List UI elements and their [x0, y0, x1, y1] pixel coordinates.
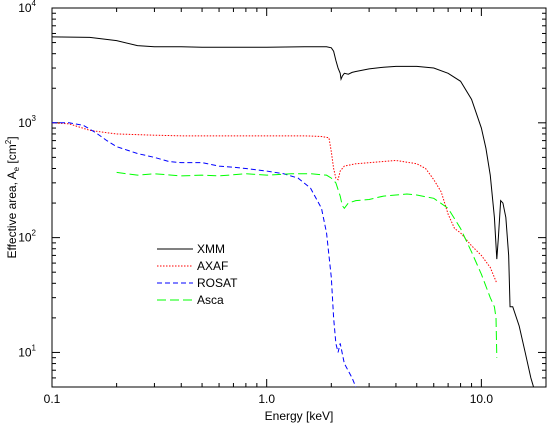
legend: XMM AXAF ROSAT Asca	[157, 242, 238, 307]
y-tick-label: 104	[18, 0, 36, 15]
y-tick-label-exponent: 4	[32, 0, 37, 8]
y-axis-title-subscript: e	[12, 166, 21, 171]
x-tick-label: 10.0	[470, 392, 494, 406]
legend-label-axaf: AXAF	[197, 259, 228, 273]
y-tick-label: 101	[18, 343, 36, 359]
series-layer	[51, 36, 535, 388]
y-tick-label-exponent: 2	[32, 229, 37, 238]
tick-marks	[51, 7, 547, 388]
tick-labels: 0.1 1.0 10.0 101 102 103 104	[18, 0, 493, 406]
series-line-axaf	[51, 122, 498, 284]
x-axis-title: Energy [keV]	[265, 409, 334, 423]
y-tick-label-exponent: 1	[32, 343, 37, 352]
legend-label-asca: Asca	[197, 293, 224, 307]
y-axis-title-unit-close: ]	[5, 136, 19, 139]
x-tick-label: 1.0	[258, 392, 275, 406]
y-axis-title-unit-exponent: 2	[4, 139, 13, 144]
y-tick-label: 103	[18, 114, 36, 130]
y-tick-label-exponent: 3	[32, 114, 37, 123]
plot-frame	[51, 7, 547, 388]
series-line-rosat	[52, 122, 357, 388]
series-line-asca	[116, 171, 498, 358]
legend-label-xmm: XMM	[197, 242, 225, 256]
y-axis-title: Effective area, Ae [cm2]	[4, 136, 21, 258]
y-tick-label: 102	[18, 229, 36, 245]
y-axis-title-unit: [cm	[5, 144, 19, 167]
y-axis-title-main: Effective area, A	[5, 171, 19, 258]
legend-label-rosat: ROSAT	[197, 276, 238, 290]
x-tick-label: 0.1	[44, 392, 61, 406]
series-line-xmm	[51, 36, 535, 388]
